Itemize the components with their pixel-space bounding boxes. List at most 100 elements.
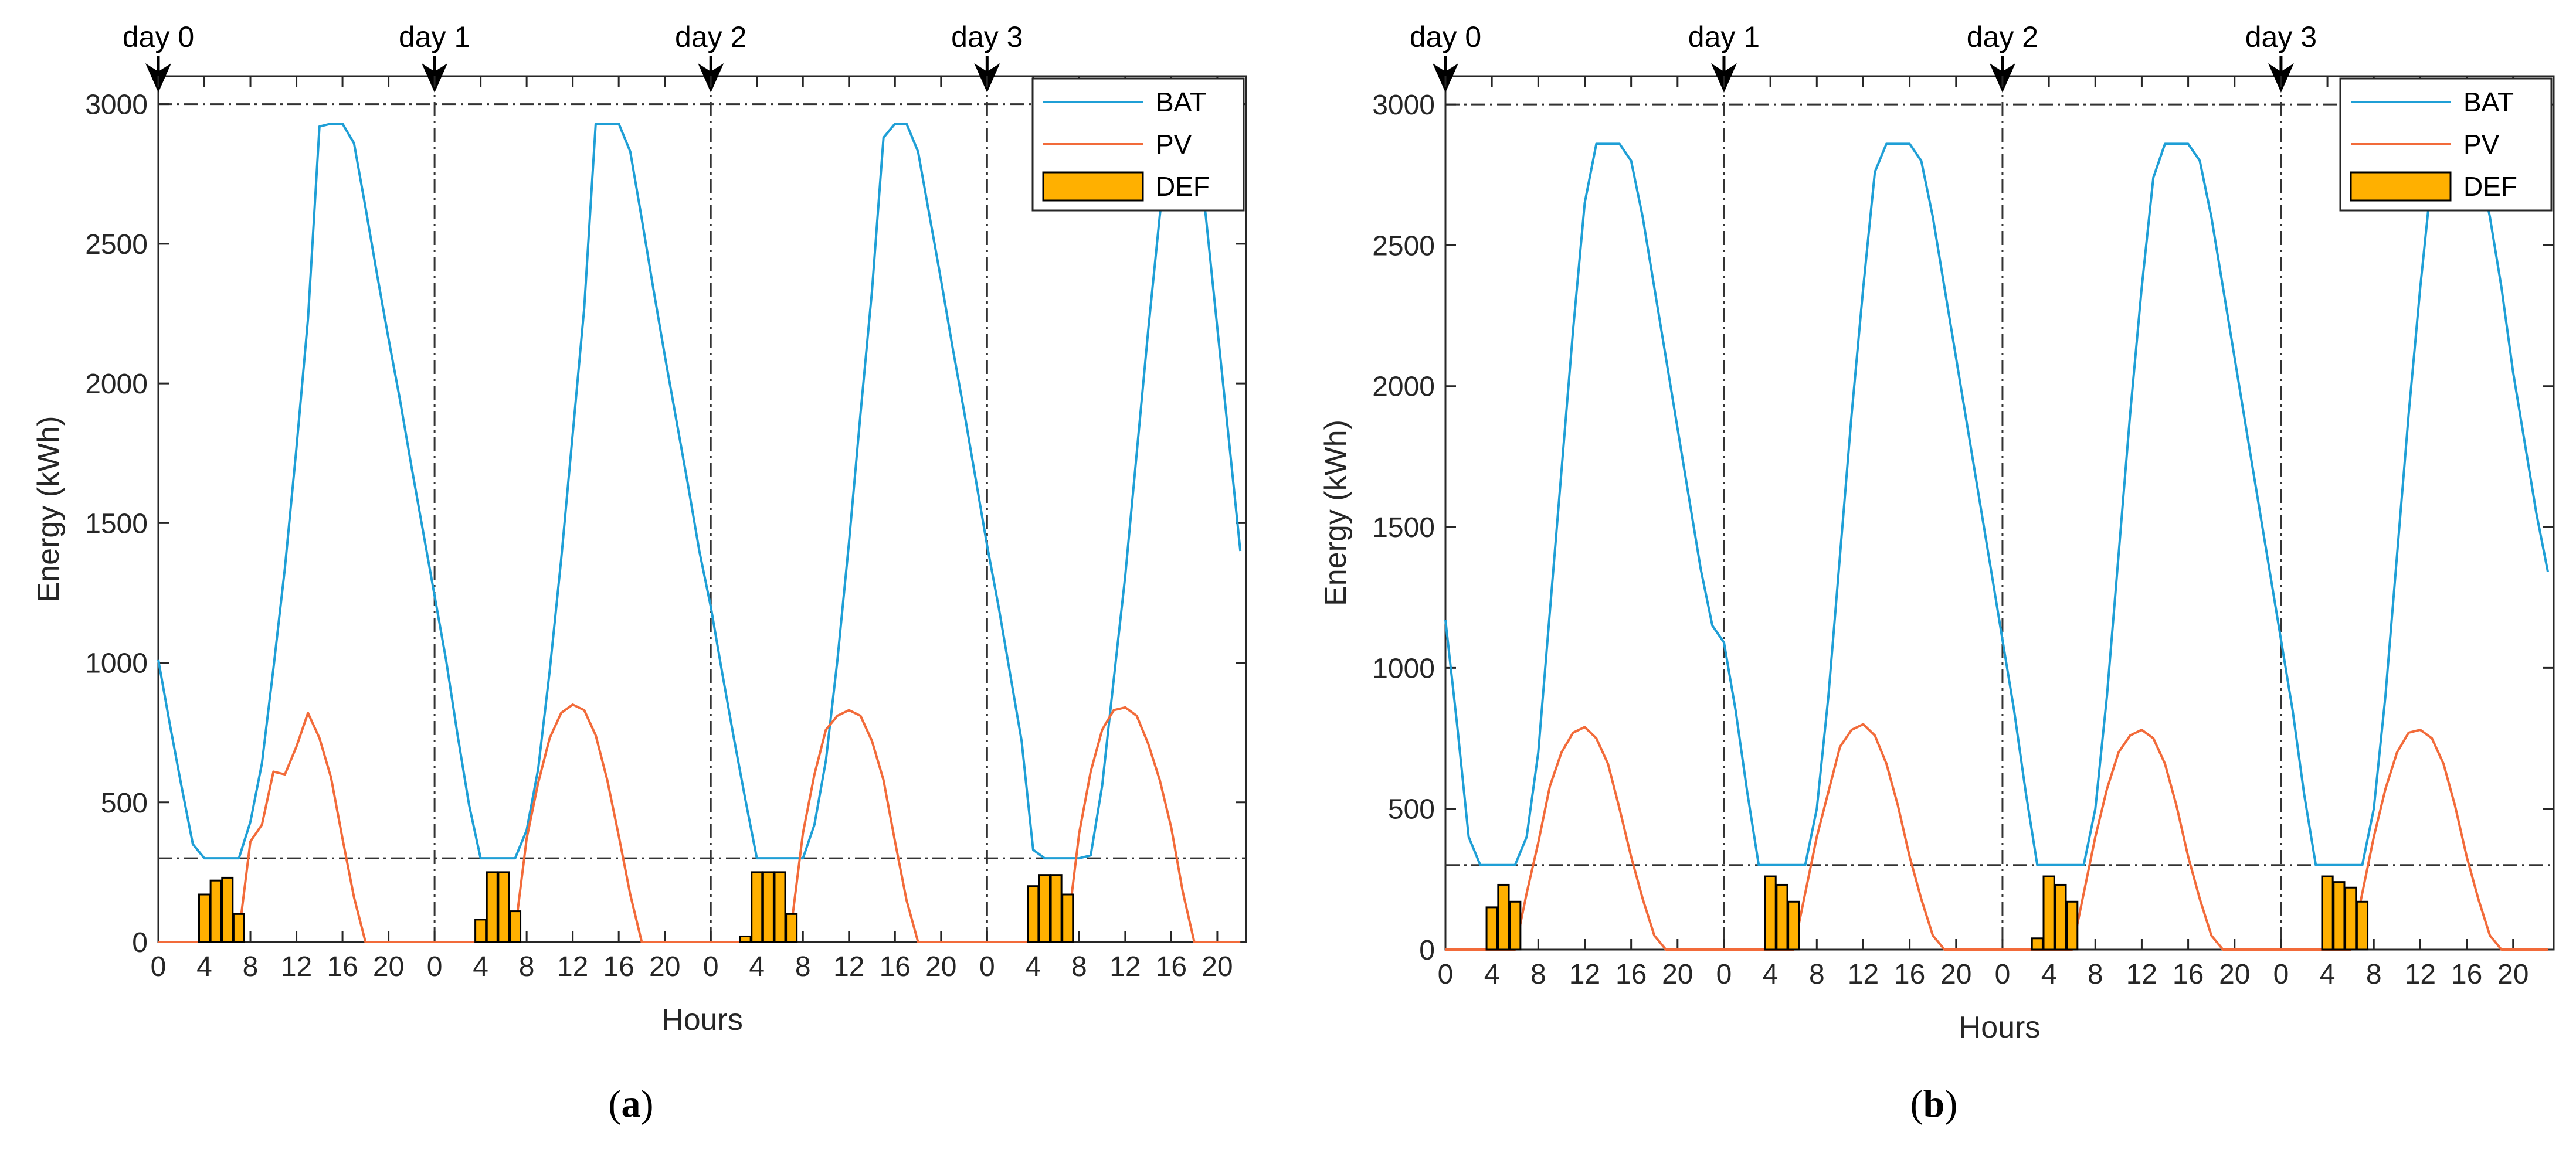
def-bar [1776, 883, 1788, 951]
x-tick-label: 8 [795, 951, 811, 982]
def-bar [1027, 885, 1040, 943]
caption-open-paren: ( [609, 1083, 622, 1125]
x-tick-label: 16 [327, 951, 358, 982]
def-bar [2356, 900, 2369, 951]
y-tick-label: 1500 [85, 508, 148, 539]
x-tick-label: 20 [1202, 951, 1233, 982]
x-tick-label: 0 [1716, 959, 1732, 990]
def-bar [1061, 893, 1074, 943]
x-tick-label: 16 [1615, 959, 1647, 990]
x-tick-label: 20 [1662, 959, 1693, 990]
y-tick-label: 500 [1388, 794, 1435, 825]
y-tick-label: 3000 [1372, 90, 1435, 121]
def-bar [773, 871, 786, 943]
panel-caption: (b) [1910, 1083, 1958, 1125]
legend-label-pv: PV [2463, 129, 2500, 159]
x-tick-label: 8 [519, 951, 535, 982]
x-tick-label: 8 [243, 951, 259, 982]
caption-open-paren: ( [1910, 1083, 1923, 1125]
legend-swatch-def [2350, 171, 2452, 202]
x-tick-label: 0 [427, 951, 443, 982]
def-bar [474, 919, 487, 943]
x-tick-label: 0 [1438, 959, 1454, 990]
def-bar [2031, 937, 2044, 951]
x-tick-label: 20 [373, 951, 404, 982]
y-tick-label: 2000 [85, 369, 148, 400]
def-bar [2066, 900, 2079, 951]
def-bar [497, 871, 510, 943]
x-tick-label: 16 [1156, 951, 1187, 982]
y-tick-label: 1000 [1372, 653, 1435, 684]
caption-letter: a [622, 1083, 641, 1125]
x-tick-label: 8 [1809, 959, 1825, 990]
x-tick-label: 4 [196, 951, 212, 982]
y-tick-label: 500 [101, 788, 148, 819]
x-tick-label: 12 [2126, 959, 2157, 990]
def-bar [508, 910, 522, 943]
def-bar [1485, 906, 1498, 951]
def-bar [785, 913, 798, 943]
def-bar [2333, 881, 2346, 951]
x-tick-label: 20 [1940, 959, 1971, 990]
y-tick-label: 3000 [85, 90, 148, 121]
def-bar [739, 935, 752, 943]
def-bar [1787, 900, 1800, 951]
legend-swatch-def [1042, 171, 1144, 202]
def-bar [762, 871, 775, 943]
def-bar [1050, 874, 1063, 943]
x-tick-label: 0 [151, 951, 167, 982]
def-bar [221, 876, 234, 943]
x-tick-label: 20 [925, 951, 956, 982]
x-axis-label: Hours [661, 1003, 743, 1037]
plot-area [157, 75, 1247, 943]
def-bar [486, 871, 498, 943]
def-bar [2344, 886, 2357, 951]
y-tick-label: 2500 [1372, 230, 1435, 261]
y-tick-label: 1500 [1372, 512, 1435, 543]
def-bar [1509, 900, 1522, 951]
panel-b: day 0 day 1 day 2 day 305001000150020002500… [1319, 21, 2555, 1125]
x-tick-label: 8 [2366, 959, 2382, 990]
def-bar [2042, 875, 2055, 951]
y-tick-label: 0 [1419, 935, 1435, 966]
x-tick-label: 0 [1995, 959, 2011, 990]
x-tick-label: 4 [2320, 959, 2336, 990]
y-axis-label: Energy (kWh) [1319, 420, 1353, 606]
bat-series-line [1444, 142, 2550, 866]
def-bar [2321, 875, 2334, 951]
x-tick-label: 4 [1763, 959, 1779, 990]
x-tick-label: 4 [2041, 959, 2057, 990]
x-tick-label: 8 [2088, 959, 2103, 990]
x-tick-label: 20 [2219, 959, 2250, 990]
y-tick-label: 2500 [85, 229, 148, 260]
day-label-1: day 1 [399, 21, 470, 53]
x-tick-label: 16 [603, 951, 634, 982]
day-label-3: day 3 [951, 21, 1023, 53]
legend-label-bat: BAT [1156, 87, 1206, 117]
x-tick-label: 4 [1026, 951, 1041, 982]
day-label-1: day 1 [1688, 21, 1760, 53]
legend-label-def: DEF [2463, 171, 2517, 202]
legend-label-bat: BAT [2463, 87, 2514, 117]
def-bar [751, 871, 763, 943]
x-tick-label: 16 [2173, 959, 2204, 990]
x-tick-label: 16 [880, 951, 911, 982]
x-tick-label: 8 [1071, 951, 1087, 982]
x-tick-label: 20 [649, 951, 680, 982]
plot-area [1444, 75, 2555, 951]
y-tick-label: 0 [132, 927, 148, 958]
def-bar [1497, 883, 1510, 951]
x-tick-label: 0 [979, 951, 995, 982]
x-tick-label: 12 [1569, 959, 1600, 990]
x-tick-label: 20 [2497, 959, 2529, 990]
x-tick-label: 16 [2451, 959, 2482, 990]
caption-letter: b [1923, 1083, 1945, 1125]
x-tick-label: 12 [1848, 959, 1879, 990]
x-tick-label: 16 [1894, 959, 1925, 990]
def-bar [2054, 883, 2067, 951]
y-tick-label: 1000 [85, 648, 148, 679]
caption-close-paren: ) [641, 1083, 654, 1125]
bat-series-line [157, 123, 1242, 860]
x-tick-label: 12 [557, 951, 588, 982]
